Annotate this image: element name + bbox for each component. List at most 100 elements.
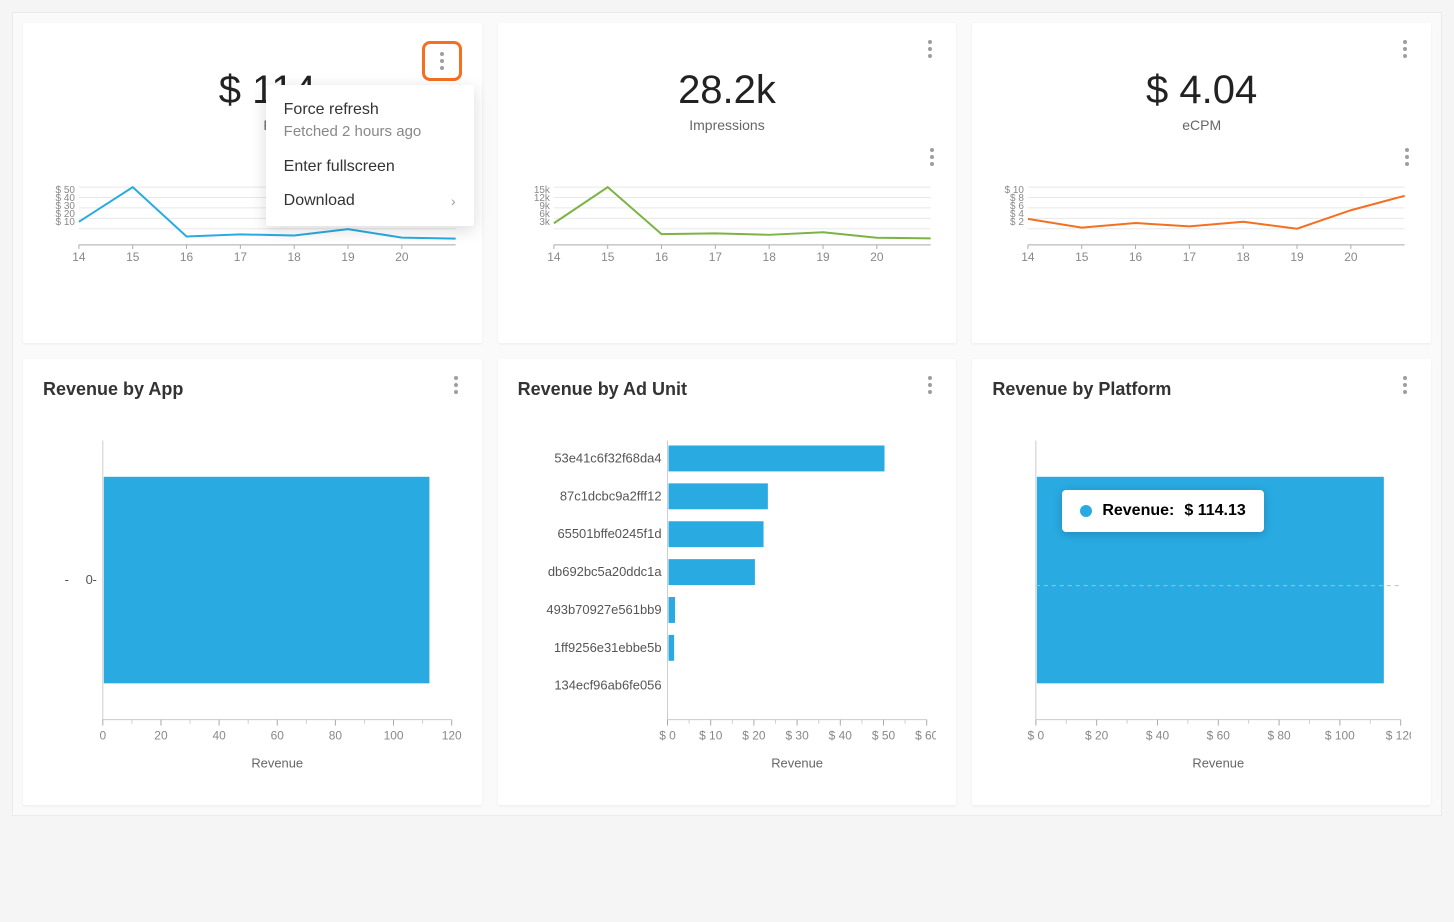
- svg-text:3k: 3k: [539, 217, 550, 228]
- svg-text:15: 15: [126, 250, 140, 263]
- dropdown-fetched-ago: Fetched 2 hours ago: [266, 123, 474, 150]
- dropdown-download-label: Download: [284, 192, 355, 210]
- svg-text:14: 14: [72, 250, 86, 263]
- svg-text:20: 20: [870, 250, 884, 263]
- svg-text:$ 60: $ 60: [1207, 729, 1231, 743]
- svg-text:18: 18: [288, 250, 302, 263]
- svg-text:$ 30: $ 30: [785, 729, 809, 743]
- svg-text:17: 17: [234, 250, 248, 263]
- svg-text:Revenue: Revenue: [771, 755, 823, 770]
- svg-text:Revenue: Revenue: [1193, 755, 1245, 770]
- bar-chart-platform: $ 0 $ 20 $ 40 $ 60 $ 80 $ 100 $ 120 Revenue: [992, 420, 1411, 780]
- svg-text:$ 50: $ 50: [872, 729, 896, 743]
- svg-text:$ 80: $ 80: [1268, 729, 1292, 743]
- svg-text:100: 100: [384, 729, 404, 743]
- kebab-icon: [440, 52, 444, 70]
- kebab-icon: [1405, 148, 1409, 166]
- chevron-right-icon: ›: [451, 193, 456, 209]
- card-revenue-by-adunit: Revenue by Ad Unit $ 0 $ 10 $ 20 $ 30 $ 40 $ …: [498, 359, 957, 805]
- card-revenue-by-platform: Revenue by Platform $ 0$ 20$ 40$ 60$ 80$…: [972, 359, 1431, 805]
- svg-text:$ 120: $ 120: [1386, 729, 1411, 743]
- spark-chart-ecpm: $ 10$ 8$ 6$ 4$ 214151617181920: [992, 183, 1411, 263]
- tooltip-label: Revenue:: [1102, 502, 1174, 520]
- svg-text:16: 16: [655, 250, 669, 263]
- kebab-icon: [930, 148, 934, 166]
- more-menu-button[interactable]: [916, 35, 944, 63]
- svg-text:$ 0: $ 0: [659, 729, 676, 743]
- tooltip-dot-icon: [1080, 505, 1092, 517]
- svg-text:18: 18: [1237, 250, 1251, 263]
- svg-text:$ 40: $ 40: [828, 729, 852, 743]
- kpi-ecpm-value: $ 4.04: [992, 68, 1411, 113]
- svg-text:17: 17: [1183, 250, 1197, 263]
- svg-text:$ 10: $ 10: [56, 217, 76, 228]
- bar-chart-app: 020406080100120Revenue--0: [43, 420, 462, 780]
- card-title: Revenue by App: [43, 379, 462, 400]
- kpi-card-ecpm: $ 4.04 eCPM $ 10$ 8$ 6$ 4$ 2141516171819…: [972, 23, 1431, 343]
- card-dropdown: Force refresh Fetched 2 hours ago Enter …: [266, 85, 474, 226]
- kpi-card-revenue: Force refresh Fetched 2 hours ago Enter …: [23, 23, 482, 343]
- svg-text:$ 100: $ 100: [1325, 729, 1355, 743]
- svg-text:87c1dcbc9a2fff12: 87c1dcbc9a2fff12: [560, 488, 662, 503]
- kpi-card-impressions: 28.2k Impressions 15k12k9k6k3k1415161718…: [498, 23, 957, 343]
- svg-text:-: -: [65, 572, 69, 587]
- spark-chart-impressions: 15k12k9k6k3k14151617181920: [518, 183, 937, 263]
- chart-tooltip: Revenue: $ 114.13: [1062, 490, 1263, 532]
- svg-text:16: 16: [180, 250, 194, 263]
- kebab-icon: [928, 376, 932, 394]
- svg-text:493b70927e561bb9: 493b70927e561bb9: [546, 602, 661, 617]
- more-menu-button[interactable]: [1391, 35, 1419, 63]
- svg-text:15: 15: [1075, 250, 1089, 263]
- kebab-icon: [454, 376, 458, 394]
- mini-chart-more-button[interactable]: [1395, 145, 1419, 169]
- svg-text:Revenue: Revenue: [251, 755, 303, 770]
- svg-text:17: 17: [708, 250, 722, 263]
- svg-text:15: 15: [601, 250, 615, 263]
- svg-text:1ff9256e31ebbe5b: 1ff9256e31ebbe5b: [553, 640, 661, 655]
- svg-text:20: 20: [1345, 250, 1359, 263]
- more-menu-button[interactable]: [442, 371, 470, 399]
- svg-text:40: 40: [212, 729, 226, 743]
- kpi-impressions-label: Impressions: [518, 117, 937, 133]
- card-title: Revenue by Ad Unit: [518, 379, 937, 400]
- more-menu-button[interactable]: [916, 371, 944, 399]
- svg-text:19: 19: [816, 250, 830, 263]
- svg-text:$ 10: $ 10: [699, 729, 723, 743]
- svg-text:14: 14: [547, 250, 561, 263]
- svg-text:53e41c6f32f68da4: 53e41c6f32f68da4: [554, 450, 661, 465]
- card-revenue-by-app: Revenue by App 020406080100120Revenue--0: [23, 359, 482, 805]
- svg-text:0: 0: [86, 572, 93, 587]
- svg-text:$ 20: $ 20: [1085, 729, 1109, 743]
- svg-text:19: 19: [1291, 250, 1305, 263]
- svg-text:db692bc5a20ddc1a: db692bc5a20ddc1a: [548, 564, 662, 579]
- kebab-icon: [1403, 376, 1407, 394]
- svg-text:19: 19: [341, 250, 355, 263]
- svg-text:18: 18: [762, 250, 776, 263]
- bar-chart-adunit: $ 0$ 10$ 20$ 30$ 40$ 50$ 60Revenue53e41c…: [518, 420, 937, 780]
- svg-text:14: 14: [1022, 250, 1036, 263]
- svg-text:20: 20: [154, 729, 168, 743]
- svg-text:134ecf96ab6fe056: 134ecf96ab6fe056: [554, 678, 661, 693]
- more-menu-button[interactable]: [1391, 371, 1419, 399]
- svg-text:16: 16: [1129, 250, 1143, 263]
- svg-text:$ 2: $ 2: [1010, 217, 1024, 228]
- kpi-impressions-value: 28.2k: [518, 68, 937, 113]
- more-menu-button[interactable]: [422, 41, 462, 81]
- svg-text:0: 0: [99, 729, 106, 743]
- dropdown-enter-fullscreen[interactable]: Enter fullscreen: [266, 150, 474, 184]
- dropdown-force-refresh[interactable]: Force refresh: [266, 93, 474, 127]
- svg-text:80: 80: [329, 729, 343, 743]
- svg-text:-: -: [93, 572, 97, 587]
- dropdown-download[interactable]: Download ›: [266, 184, 474, 218]
- mini-chart-more-button[interactable]: [920, 145, 944, 169]
- kpi-ecpm-label: eCPM: [992, 117, 1411, 133]
- svg-text:120: 120: [442, 729, 462, 743]
- kebab-icon: [928, 40, 932, 58]
- svg-text:65501bffe0245f1d: 65501bffe0245f1d: [557, 526, 661, 541]
- svg-text:$ 20: $ 20: [742, 729, 766, 743]
- svg-text:$ 40: $ 40: [1146, 729, 1170, 743]
- svg-text:$ 0: $ 0: [1028, 729, 1045, 743]
- tooltip-value: $ 114.13: [1184, 502, 1245, 520]
- svg-text:20: 20: [395, 250, 409, 263]
- card-title: Revenue by Platform: [992, 379, 1411, 400]
